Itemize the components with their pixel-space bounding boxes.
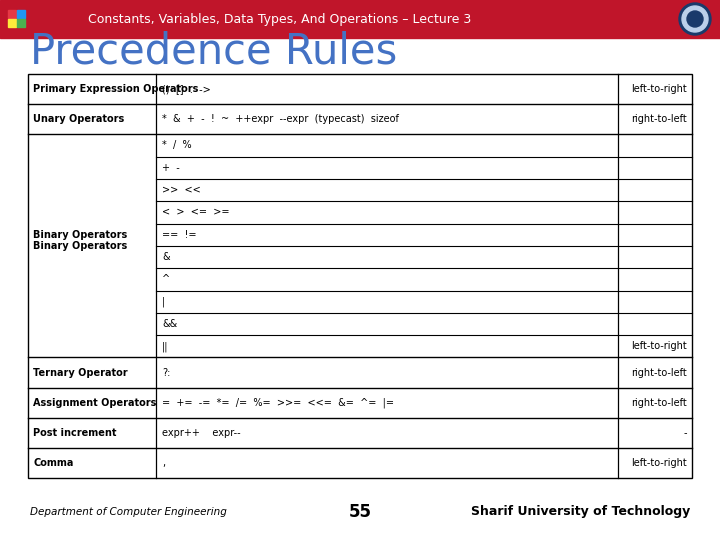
Text: Sharif University of Technology: Sharif University of Technology: [471, 505, 690, 518]
Text: -: -: [683, 428, 687, 438]
Text: Assignment Operators: Assignment Operators: [33, 397, 156, 408]
Text: +  -: + -: [162, 163, 180, 173]
Text: &&: &&: [162, 319, 177, 329]
Text: *  /  %: * / %: [162, 140, 192, 151]
Text: *  &  +  -  !  ~  ++expr  --expr  (typecast)  sizeof: * & + - ! ~ ++expr --expr (typecast) siz…: [162, 114, 399, 124]
Bar: [8, 10, 16, 18]
Text: Binary Operators: Binary Operators: [33, 241, 127, 251]
Circle shape: [682, 6, 708, 32]
Text: ,: ,: [162, 458, 165, 468]
Text: Comma: Comma: [33, 458, 73, 468]
Text: ()  []  .  ->: () [] . ->: [162, 84, 211, 94]
Text: Binary Operators: Binary Operators: [33, 230, 127, 240]
Bar: [0, 0, 720, 38]
Text: >>  <<: >> <<: [162, 185, 201, 195]
Text: right-to-left: right-to-left: [631, 397, 687, 408]
Text: right-to-left: right-to-left: [631, 114, 687, 124]
Bar: [17, 10, 25, 18]
Text: 55: 55: [348, 503, 372, 521]
Text: expr++    expr--: expr++ expr--: [162, 428, 240, 438]
Text: Precedence Rules: Precedence Rules: [30, 31, 397, 73]
Text: Department of Computer Engineering: Department of Computer Engineering: [30, 507, 227, 517]
Circle shape: [687, 11, 703, 27]
Text: &: &: [162, 252, 170, 262]
Text: left-to-right: left-to-right: [631, 458, 687, 468]
Text: Ternary Operator: Ternary Operator: [33, 368, 127, 377]
Circle shape: [679, 3, 711, 35]
Text: Primary Expression Operators: Primary Expression Operators: [33, 84, 199, 94]
Text: Unary Operators: Unary Operators: [33, 114, 125, 124]
Bar: [8, 19, 16, 27]
Text: Post increment: Post increment: [33, 428, 117, 438]
Text: left-to-right: left-to-right: [631, 84, 687, 94]
Text: left-to-right: left-to-right: [631, 341, 687, 352]
Bar: [17, 19, 25, 27]
Text: right-to-left: right-to-left: [631, 368, 687, 377]
Text: |: |: [162, 296, 166, 307]
Text: <  >  <=  >=: < > <= >=: [162, 207, 230, 218]
Text: ?:: ?:: [162, 368, 171, 377]
Bar: [28, 74, 692, 478]
Text: Constants, Variables, Data Types, And Operations – Lecture 3: Constants, Variables, Data Types, And Op…: [88, 12, 472, 25]
Text: ||: ||: [162, 341, 168, 352]
Text: ^: ^: [162, 274, 170, 285]
Text: =  +=  -=  *=  /=  %=  >>=  <<=  &=  ^=  |=: = += -= *= /= %= >>= <<= &= ^= |=: [162, 397, 394, 408]
Text: ==  !=: == !=: [162, 230, 197, 240]
